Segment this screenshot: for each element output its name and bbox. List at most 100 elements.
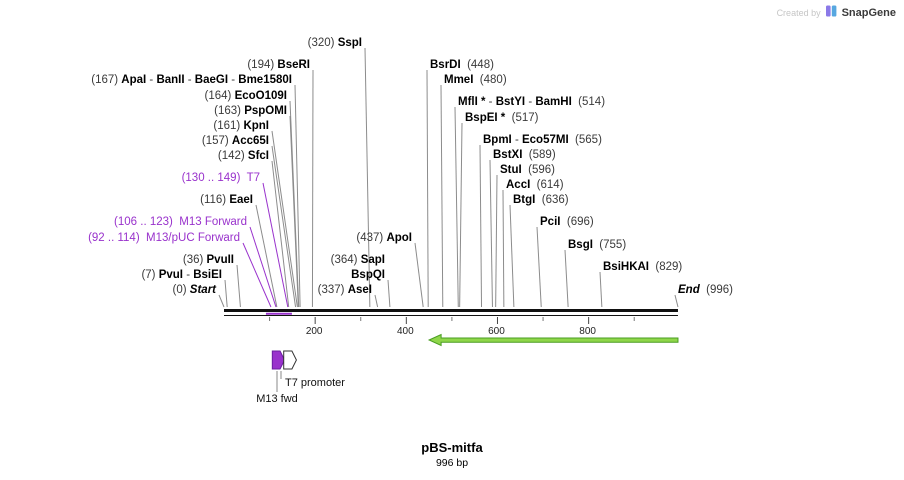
site-label-part: BsrDI xyxy=(430,59,461,71)
site-label-end[interactable]: End (996) xyxy=(678,284,733,296)
site-line-bsiHKAI xyxy=(599,271,603,308)
site-label-pvuI-bsiEI[interactable]: (7) PvuI - BsiEI xyxy=(141,269,222,281)
site-label-part: ApoI xyxy=(386,232,412,244)
site-label-part: (614) xyxy=(530,179,563,191)
site-label-part: MmeI xyxy=(444,74,473,86)
site-line-bstXI xyxy=(489,159,493,308)
site-label-part: BstXI xyxy=(493,149,522,161)
site-label-part: M13 Forward xyxy=(179,216,247,228)
ruler-tick-label: 400 xyxy=(397,326,414,337)
site-line-bsrDI xyxy=(426,69,429,308)
site-label-m13-puc-forward[interactable]: (92 .. 114) M13/pUC Forward xyxy=(88,232,240,244)
site-label-part: (755) xyxy=(593,239,626,251)
site-label-mflI-bstYI-bamHI[interactable]: MflI * - BstYI - BamHI (514) xyxy=(458,96,605,108)
site-label-part: MflI * xyxy=(458,96,486,108)
site-line-bspEI xyxy=(459,122,463,308)
t7-promoter-label[interactable]: T7 promoter xyxy=(285,377,345,389)
site-label-part: KpnI xyxy=(243,120,269,132)
site-line-bseRI xyxy=(311,69,314,308)
sequence-bar-top-strand xyxy=(224,309,678,312)
site-label-part: PciI xyxy=(540,216,560,228)
site-line-bspQI xyxy=(387,279,391,308)
mitfa-feature-arrow[interactable] xyxy=(427,333,679,347)
site-label-sapI[interactable]: (364) SapI xyxy=(331,254,385,266)
site-label-bspQI[interactable]: BspQI xyxy=(351,269,385,281)
site-label-bstXI[interactable]: BstXI (589) xyxy=(493,149,556,161)
site-label-eaeI[interactable]: (116) EaeI xyxy=(200,194,253,206)
site-label-apoI[interactable]: (437) ApoI xyxy=(356,232,412,244)
site-label-part: (116) xyxy=(200,194,229,206)
site-line-end xyxy=(674,294,679,308)
site-line-aseI xyxy=(374,294,379,308)
site-label-part: BaeGI xyxy=(195,74,228,86)
site-label-part: BtgI xyxy=(513,194,535,206)
site-label-pciI[interactable]: PciI (696) xyxy=(540,216,594,228)
m13-fwd-label[interactable]: M13 fwd xyxy=(256,393,298,405)
site-label-bspEI[interactable]: BspEI * (517) xyxy=(465,112,539,124)
site-label-part: - xyxy=(485,96,495,108)
site-label-kpnI[interactable]: (161) KpnI xyxy=(213,120,269,132)
site-label-part: (163) xyxy=(214,105,244,117)
site-label-part: PspOMI xyxy=(244,105,287,117)
site-label-bsiHKAI[interactable]: BsiHKAI (829) xyxy=(603,261,682,273)
site-line-stuI xyxy=(495,174,498,308)
m13-fwd-feature-arrow[interactable] xyxy=(271,350,286,370)
site-label-bpmI-eco57MI[interactable]: BpmI - Eco57MI (565) xyxy=(483,134,602,146)
site-label-part: T7 xyxy=(247,172,260,184)
site-label-part: BpmI xyxy=(483,134,512,146)
snapgene-watermark: Created by SnapGene xyxy=(777,4,896,22)
site-label-part: (448) xyxy=(461,59,494,71)
site-line-m13-puc-forward xyxy=(242,242,272,308)
site-label-btgI[interactable]: BtgI (636) xyxy=(513,194,569,206)
site-label-part: StuI xyxy=(500,164,522,176)
site-label-part: - xyxy=(185,74,195,86)
site-label-part: (596) xyxy=(522,164,555,176)
site-label-bseRI[interactable]: (194) BseRI xyxy=(247,59,310,71)
site-label-pvuII[interactable]: (36) PvuII xyxy=(183,254,234,266)
site-label-part: (167) xyxy=(91,74,121,86)
site-line-btgI xyxy=(509,204,515,308)
site-label-start[interactable]: (0) Start xyxy=(173,284,218,296)
site-label-part: (106 .. 123) xyxy=(114,216,179,228)
site-label-part: SspI xyxy=(338,37,362,49)
site-label-aseI[interactable]: (337) AseI xyxy=(318,284,372,296)
site-label-acc65I[interactable]: (157) Acc65I xyxy=(202,135,269,147)
site-label-part: BsgI xyxy=(568,239,593,251)
site-line-pvuI-bsiEI xyxy=(224,279,228,308)
site-label-sfcI[interactable]: (142) SfcI xyxy=(218,150,269,162)
site-label-apaI-banII-baeGI-bme1580I[interactable]: (167) ApaI - BanII - BaeGI - Bme1580I xyxy=(91,74,292,86)
site-label-bsrDI[interactable]: BsrDI (448) xyxy=(430,59,494,71)
site-label-part: BseRI xyxy=(277,59,310,71)
site-label-mmeI[interactable]: MmeI (480) xyxy=(444,74,507,86)
t7-promoter-feature-arrow[interactable] xyxy=(283,350,297,370)
site-label-part: BsiHKAI xyxy=(603,261,649,273)
site-line-accI xyxy=(502,189,505,308)
site-line-bpmI-eco57MI xyxy=(479,144,483,308)
site-label-part: M13/pUC Forward xyxy=(146,232,240,244)
site-label-part: (142) xyxy=(218,150,248,162)
site-label-m13-forward[interactable]: (106 .. 123) M13 Forward xyxy=(114,216,247,228)
site-label-part: (517) xyxy=(505,112,538,124)
site-line-pspOMI xyxy=(289,115,299,308)
snapgene-logo-icon xyxy=(825,4,837,22)
site-label-bsgI[interactable]: BsgI (755) xyxy=(568,239,626,251)
site-label-part: (589) xyxy=(522,149,555,161)
site-label-part: End xyxy=(678,284,701,296)
site-label-part: (320) xyxy=(308,37,338,49)
site-label-stuI[interactable]: StuI (596) xyxy=(500,164,555,176)
site-label-ecoO109I[interactable]: (164) EcoO109I xyxy=(205,90,287,102)
site-label-part: Start xyxy=(190,284,217,296)
site-label-part: (514) xyxy=(572,96,605,108)
site-label-part: (36) xyxy=(183,254,207,266)
site-label-part: (364) xyxy=(331,254,361,266)
site-label-accI[interactable]: AccI (614) xyxy=(506,179,564,191)
site-line-apaI-banII-baeGI-bme1580I xyxy=(294,84,301,308)
site-label-part: PvuI xyxy=(159,269,183,281)
site-label-part: (480) xyxy=(473,74,506,86)
site-label-pspOMI[interactable]: (163) PspOMI xyxy=(214,105,287,117)
site-label-t7-primer[interactable]: (130 .. 149) T7 xyxy=(182,172,260,184)
site-label-part: (157) xyxy=(202,135,232,147)
site-label-part: AccI xyxy=(506,179,530,191)
site-label-sspI[interactable]: (320) SspI xyxy=(308,37,362,49)
